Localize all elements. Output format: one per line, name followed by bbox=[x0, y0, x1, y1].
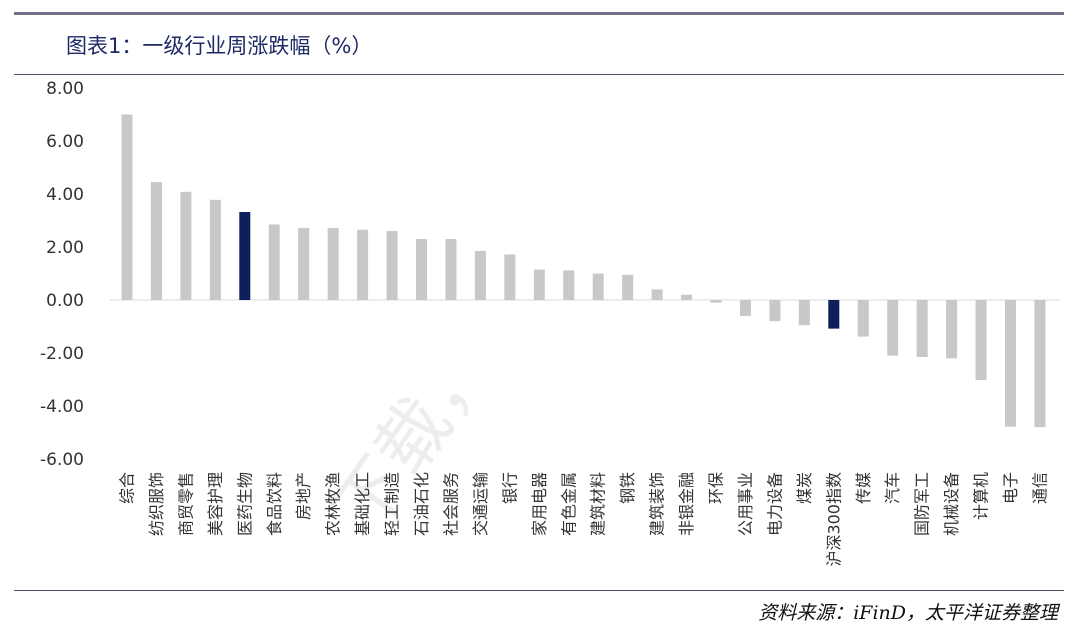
x-tick-label: 社会服务 bbox=[441, 472, 460, 536]
bar bbox=[710, 300, 722, 303]
x-tick-label: 煤炭 bbox=[795, 472, 814, 504]
x-tick-label: 家用电器 bbox=[530, 472, 549, 536]
x-tick-label: 钢铁 bbox=[618, 472, 637, 504]
bar bbox=[946, 300, 958, 359]
x-tick-label: 电子 bbox=[1001, 472, 1020, 504]
bar bbox=[239, 212, 251, 300]
bar bbox=[357, 229, 369, 300]
bottom-rule bbox=[14, 590, 1064, 591]
bar bbox=[739, 300, 751, 316]
x-tick-label: 商贸零售 bbox=[176, 472, 195, 536]
bar bbox=[533, 269, 545, 300]
x-tick-label: 国防军工 bbox=[913, 472, 932, 536]
bar-chart: 8.00 6.00 4.00 2.00 0.00 -2.00 -4.00 -6.00 综合 纺织… bbox=[40, 79, 1060, 567]
bar bbox=[327, 227, 339, 300]
bar bbox=[209, 199, 221, 300]
y-tick-label: 4.00 bbox=[46, 185, 84, 205]
x-tick-label: 综合 bbox=[118, 472, 137, 504]
y-tick-label: -6.00 bbox=[40, 450, 84, 470]
y-tick-label: -4.00 bbox=[40, 397, 84, 417]
bar bbox=[592, 273, 604, 300]
x-axis-labels: 综合 纺织服饰 商贸零售 美容护理 医药生物 食品饮料 房地产 农林牧渔 基础化工 轻工制造 石油石… bbox=[118, 472, 1050, 567]
chart-title: 图表1：一级行业周涨跌幅（%） bbox=[66, 34, 373, 58]
top-rule bbox=[14, 12, 1064, 15]
bar bbox=[828, 300, 840, 329]
title-underline bbox=[14, 74, 1064, 75]
x-tick-label: 基础化工 bbox=[353, 472, 372, 536]
x-tick-label: 汽车 bbox=[883, 472, 902, 504]
bar bbox=[769, 300, 781, 322]
x-tick-label: 交通运输 bbox=[471, 472, 490, 536]
x-tick-label: 房地产 bbox=[294, 472, 313, 520]
bar bbox=[504, 254, 516, 300]
source-note: 资料来源：iFinD，太平洋证券整理 bbox=[758, 602, 1058, 624]
x-tick-label: 银行 bbox=[500, 472, 519, 504]
bar bbox=[857, 300, 869, 337]
bar bbox=[1005, 300, 1016, 427]
x-tick-label: 沪深300指数 bbox=[824, 472, 843, 567]
bar bbox=[916, 300, 928, 357]
y-tick-label: 2.00 bbox=[46, 238, 84, 258]
x-tick-label: 非银金融 bbox=[677, 472, 696, 536]
bar bbox=[622, 274, 634, 300]
y-axis: 8.00 6.00 4.00 2.00 0.00 -2.00 -4.00 -6.00 bbox=[40, 79, 84, 470]
y-tick-label: 6.00 bbox=[46, 132, 84, 152]
bar bbox=[681, 294, 693, 300]
bar bbox=[121, 114, 133, 300]
x-tick-label: 有色金属 bbox=[559, 472, 578, 536]
bar bbox=[798, 300, 810, 326]
x-tick-label: 建筑装饰 bbox=[648, 472, 667, 536]
y-tick-label: -2.00 bbox=[40, 344, 84, 364]
x-tick-label: 传媒 bbox=[854, 472, 873, 504]
x-tick-label: 石油石化 bbox=[412, 472, 431, 536]
bar bbox=[887, 300, 899, 356]
x-tick-label: 轻工制造 bbox=[383, 472, 402, 536]
x-tick-label: 美容护理 bbox=[206, 472, 225, 536]
x-tick-label: 农林牧渔 bbox=[324, 472, 343, 536]
bar bbox=[386, 231, 398, 300]
bar bbox=[474, 250, 486, 300]
x-tick-label: 医药生物 bbox=[235, 472, 254, 536]
bar-series bbox=[121, 114, 1046, 428]
x-tick-label: 食品饮料 bbox=[265, 472, 284, 536]
x-tick-label: 环保 bbox=[707, 472, 726, 504]
y-tick-label: 8.00 bbox=[46, 79, 84, 99]
x-tick-label: 计算机 bbox=[972, 472, 991, 520]
bar bbox=[975, 300, 987, 381]
bar bbox=[150, 182, 162, 300]
x-tick-label: 建筑材料 bbox=[589, 472, 608, 536]
bar bbox=[180, 191, 192, 300]
bar bbox=[563, 270, 575, 300]
bar bbox=[1034, 300, 1046, 428]
x-tick-label: 通信 bbox=[1030, 472, 1049, 504]
bar bbox=[445, 239, 457, 300]
y-tick-label: 0.00 bbox=[46, 291, 84, 311]
x-tick-label: 纺织服饰 bbox=[147, 472, 166, 536]
x-tick-label: 公用事业 bbox=[736, 472, 755, 536]
bar bbox=[298, 227, 310, 300]
bar bbox=[268, 224, 280, 300]
x-tick-label: 电力设备 bbox=[765, 472, 784, 536]
x-tick-label: 机械设备 bbox=[942, 472, 961, 536]
bar bbox=[416, 239, 427, 300]
bar bbox=[651, 289, 663, 300]
